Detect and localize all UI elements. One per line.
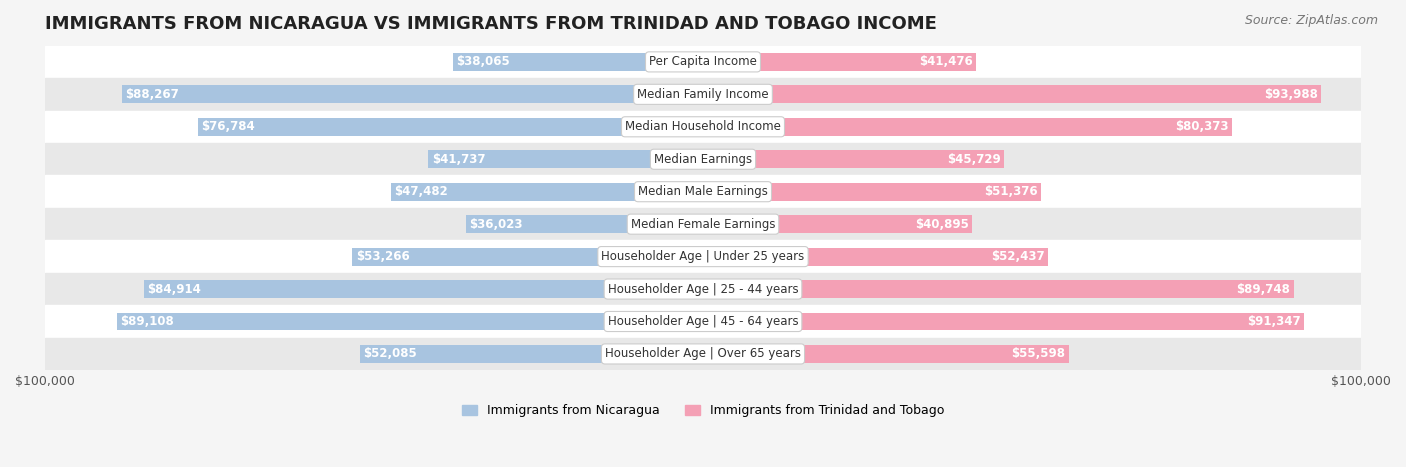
Bar bbox=[45, 273, 1361, 305]
Bar bbox=[703, 150, 1004, 168]
Bar bbox=[117, 312, 703, 331]
Bar bbox=[703, 248, 1047, 266]
Bar bbox=[391, 183, 703, 201]
Bar bbox=[198, 118, 703, 136]
Bar bbox=[145, 280, 703, 298]
Bar bbox=[703, 183, 1040, 201]
Bar bbox=[429, 150, 703, 168]
Text: Median Female Earnings: Median Female Earnings bbox=[631, 218, 775, 231]
Text: $55,598: $55,598 bbox=[1011, 347, 1066, 361]
Text: Median Family Income: Median Family Income bbox=[637, 88, 769, 101]
Text: $36,023: $36,023 bbox=[470, 218, 523, 231]
Bar bbox=[45, 305, 1361, 338]
Text: $45,729: $45,729 bbox=[946, 153, 1001, 166]
Bar bbox=[703, 53, 976, 71]
Text: Per Capita Income: Per Capita Income bbox=[650, 56, 756, 68]
Bar bbox=[703, 345, 1069, 363]
Bar bbox=[703, 85, 1322, 103]
Bar bbox=[703, 118, 1232, 136]
Bar bbox=[45, 143, 1361, 176]
Text: $52,085: $52,085 bbox=[364, 347, 418, 361]
Bar bbox=[453, 53, 703, 71]
Text: Householder Age | 45 - 64 years: Householder Age | 45 - 64 years bbox=[607, 315, 799, 328]
Text: $41,737: $41,737 bbox=[432, 153, 485, 166]
Text: $76,784: $76,784 bbox=[201, 120, 254, 133]
Text: $88,267: $88,267 bbox=[125, 88, 179, 101]
Text: Median Male Earnings: Median Male Earnings bbox=[638, 185, 768, 198]
Text: Householder Age | 25 - 44 years: Householder Age | 25 - 44 years bbox=[607, 283, 799, 296]
Text: $47,482: $47,482 bbox=[394, 185, 447, 198]
Text: $89,748: $89,748 bbox=[1236, 283, 1291, 296]
Bar bbox=[360, 345, 703, 363]
Text: $93,988: $93,988 bbox=[1264, 88, 1319, 101]
Text: Median Household Income: Median Household Income bbox=[626, 120, 780, 133]
Text: $51,376: $51,376 bbox=[984, 185, 1038, 198]
Bar bbox=[465, 215, 703, 233]
Bar bbox=[703, 280, 1294, 298]
Bar bbox=[45, 78, 1361, 111]
Text: Householder Age | Over 65 years: Householder Age | Over 65 years bbox=[605, 347, 801, 361]
Text: $80,373: $80,373 bbox=[1175, 120, 1229, 133]
Text: $53,266: $53,266 bbox=[356, 250, 409, 263]
Bar bbox=[703, 215, 972, 233]
Text: Householder Age | Under 25 years: Householder Age | Under 25 years bbox=[602, 250, 804, 263]
Text: Median Earnings: Median Earnings bbox=[654, 153, 752, 166]
Bar bbox=[45, 176, 1361, 208]
Text: IMMIGRANTS FROM NICARAGUA VS IMMIGRANTS FROM TRINIDAD AND TOBAGO INCOME: IMMIGRANTS FROM NICARAGUA VS IMMIGRANTS … bbox=[45, 15, 936, 33]
Text: $38,065: $38,065 bbox=[456, 56, 509, 68]
Text: $41,476: $41,476 bbox=[920, 56, 973, 68]
Bar bbox=[45, 208, 1361, 241]
Bar bbox=[353, 248, 703, 266]
Text: $89,108: $89,108 bbox=[120, 315, 174, 328]
Text: $40,895: $40,895 bbox=[915, 218, 969, 231]
Text: $52,437: $52,437 bbox=[991, 250, 1045, 263]
Bar bbox=[703, 312, 1305, 331]
Text: Source: ZipAtlas.com: Source: ZipAtlas.com bbox=[1244, 14, 1378, 27]
Legend: Immigrants from Nicaragua, Immigrants from Trinidad and Tobago: Immigrants from Nicaragua, Immigrants fr… bbox=[457, 399, 949, 422]
Bar bbox=[45, 111, 1361, 143]
Bar bbox=[45, 241, 1361, 273]
Bar bbox=[122, 85, 703, 103]
Bar bbox=[45, 338, 1361, 370]
Text: $84,914: $84,914 bbox=[148, 283, 201, 296]
Bar bbox=[45, 46, 1361, 78]
Text: $91,347: $91,347 bbox=[1247, 315, 1301, 328]
